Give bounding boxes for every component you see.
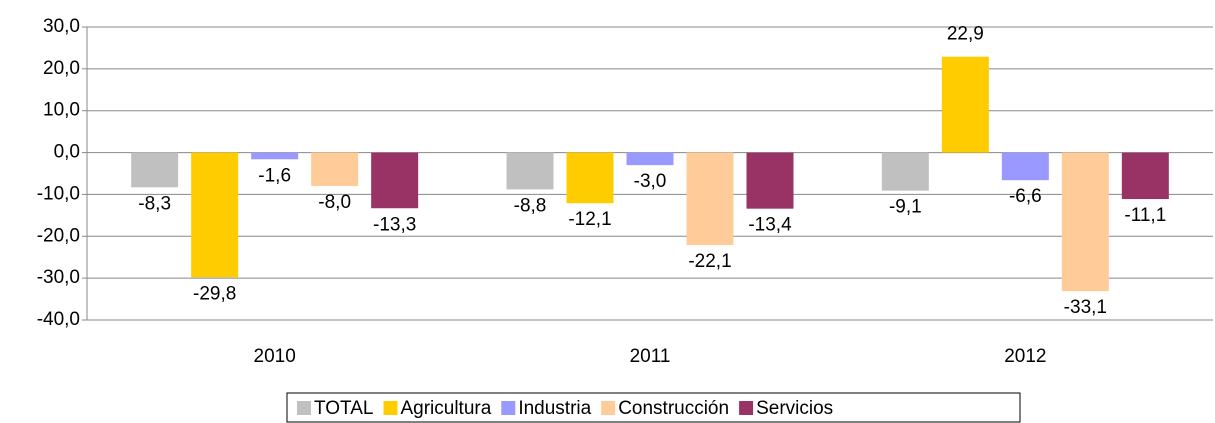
legend-swatch: [501, 401, 516, 415]
bar: [746, 152, 794, 209]
y-tick-label: -10,0: [37, 183, 80, 204]
data-label: -8,3: [138, 193, 171, 214]
y-tick-label: 0,0: [54, 142, 80, 163]
bar: [1121, 152, 1169, 200]
x-tick-label: 2012: [1004, 346, 1046, 367]
y-tick-label: 20,0: [43, 58, 80, 79]
x-tick-label: 2011: [630, 346, 671, 367]
y-tick-label: -20,0: [37, 225, 80, 246]
legend-label: Industria: [518, 398, 591, 419]
bar: [1061, 152, 1109, 292]
data-label: -8,0: [318, 192, 351, 213]
data-label: -33,1: [1064, 297, 1107, 318]
bar: [506, 152, 554, 190]
data-label: -1,6: [258, 165, 291, 186]
legend-label: Agricultura: [400, 398, 491, 419]
data-label: 22,9: [947, 24, 984, 45]
legend-label: Servicios: [756, 398, 833, 419]
y-tick-label: 30,0: [43, 16, 80, 37]
data-label: -3,0: [634, 171, 667, 192]
bar: [686, 152, 734, 246]
data-label: -22,1: [688, 251, 731, 272]
data-label: -13,3: [373, 214, 416, 235]
legend-swatch: [739, 401, 754, 415]
legend-label: Construcción: [618, 398, 729, 419]
bar: [131, 152, 179, 188]
data-label: -9,1: [889, 197, 922, 218]
y-tick-label: -40,0: [37, 309, 80, 330]
bar: [1001, 152, 1049, 181]
data-label: -13,4: [748, 215, 792, 236]
legend-swatch: [297, 401, 311, 415]
data-label: -6,6: [1009, 186, 1042, 207]
bar: [251, 152, 299, 160]
legend-label: TOTAL: [314, 398, 373, 419]
bar: [566, 152, 614, 204]
bar: [881, 152, 929, 191]
legend-swatch: [601, 401, 616, 415]
data-label: -11,1: [1124, 205, 1166, 226]
data-label: -12,1: [568, 209, 611, 230]
y-tick-label: -30,0: [37, 267, 80, 288]
bar: [371, 152, 419, 209]
bar: [191, 152, 239, 278]
bar: [941, 56, 989, 153]
y-tick-label: 10,0: [43, 100, 80, 121]
bar: [311, 152, 359, 187]
legend-box: [286, 392, 1021, 423]
x-tick-label: 2010: [254, 346, 296, 367]
data-label: -8,8: [514, 195, 547, 216]
bar: [626, 152, 674, 166]
legend-swatch: [383, 401, 398, 415]
data-label: -29,8: [193, 283, 236, 304]
